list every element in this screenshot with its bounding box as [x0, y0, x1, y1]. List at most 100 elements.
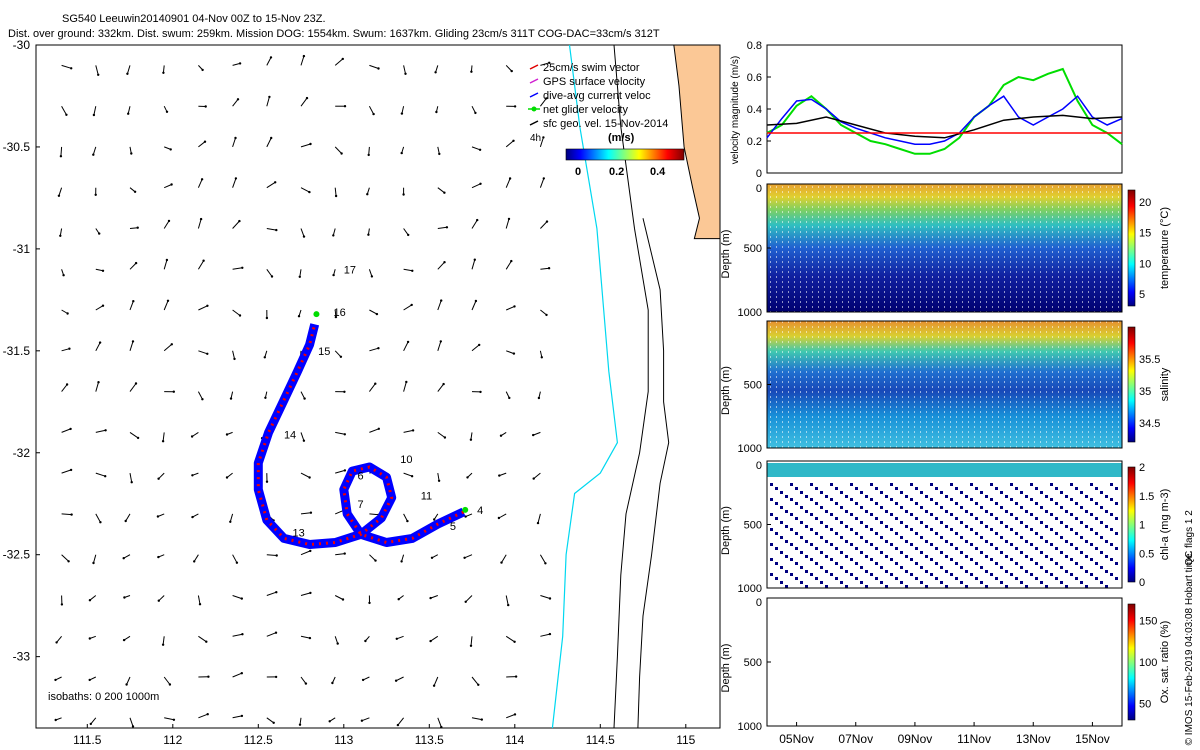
chl-sample-mark	[1070, 528, 1073, 531]
chl-sample-mark	[850, 528, 853, 531]
chl-sample-mark	[1090, 573, 1093, 576]
geo-velocity-arrow	[368, 105, 375, 115]
geo-velocity-arrow	[300, 676, 307, 684]
chl-sample-mark	[800, 491, 803, 494]
chl-sample-mark	[865, 510, 868, 513]
arrow-head	[430, 556, 434, 559]
chl-sample-mark	[1080, 536, 1083, 539]
arrow-head	[166, 299, 170, 302]
arrow-head	[410, 303, 413, 307]
chl-sample-mark	[1080, 506, 1083, 509]
arrow-head	[477, 683, 480, 686]
geo-velocity-arrow	[163, 259, 168, 270]
chl-sample-mark	[900, 506, 903, 509]
arrow-head	[233, 357, 236, 361]
chl-sample-mark	[935, 547, 938, 550]
velocity-y-tick-label: 0.6	[747, 72, 762, 84]
arrow-head	[201, 398, 204, 401]
arrow-head	[204, 105, 207, 108]
chl-sample-mark	[820, 506, 823, 509]
chl-sample-mark	[860, 491, 863, 494]
chl-sample-mark	[930, 558, 933, 561]
legend-label: net glider velocity	[543, 104, 628, 116]
chl-sample-mark	[1030, 543, 1033, 546]
chl-sample-mark	[985, 510, 988, 513]
chl-sample-mark	[1035, 532, 1038, 535]
chl-sample-mark	[965, 495, 968, 498]
geo-velocity-arrow	[403, 268, 413, 272]
arrow-head	[478, 343, 481, 347]
arrow-head	[480, 718, 483, 721]
arrow-head	[406, 340, 410, 344]
arrow-head	[190, 435, 194, 438]
arrow-head	[532, 477, 535, 480]
geo-velocity-arrow	[266, 554, 277, 556]
depth-tick-label: 500	[744, 657, 762, 669]
arrow-head	[512, 139, 515, 142]
geo-velocity-arrow	[368, 269, 373, 277]
arrow-head	[513, 305, 516, 308]
geo-velocity-arrow	[403, 513, 408, 522]
geo-velocity-arrow	[232, 595, 242, 600]
arrow-head	[165, 110, 169, 114]
chl-sample-mark	[1000, 566, 1003, 569]
geo-velocity-arrow	[129, 431, 139, 439]
arrow-head	[122, 638, 126, 642]
geo-velocity-arrow	[470, 432, 473, 440]
arrow-head	[193, 560, 196, 563]
chl-sample-mark	[1020, 521, 1023, 524]
chl-sample-mark	[930, 498, 933, 501]
velocity-y-tick-label: 0	[756, 168, 762, 180]
chl-sample-mark	[980, 491, 983, 494]
geo-velocity-arrow	[163, 676, 171, 685]
geo-velocity-arrow	[471, 300, 477, 311]
chl-sample-mark	[855, 562, 858, 565]
geo-velocity-arrow	[430, 635, 439, 642]
chl-sample-mark	[1100, 551, 1103, 554]
arrow-head	[157, 599, 160, 602]
chl-sample-mark	[995, 502, 998, 505]
chl-sample-mark	[820, 551, 823, 554]
chl-sample-mark	[1115, 577, 1118, 580]
geo-velocity-arrow	[505, 218, 510, 229]
chl-sample-mark	[1055, 547, 1058, 550]
chl-sample-mark	[970, 483, 973, 486]
arrow-head	[438, 152, 441, 156]
day-label: 5	[450, 521, 456, 533]
geo-velocity-arrow	[437, 226, 447, 229]
chl-sample-mark	[830, 483, 833, 486]
geo-velocity-arrow	[471, 183, 481, 189]
chl-sample-mark	[935, 487, 938, 490]
geo-velocity-arrow	[198, 350, 208, 355]
chl-sample-mark	[890, 573, 893, 576]
arrow-head	[130, 152, 133, 155]
arrow-head	[407, 233, 410, 237]
chl-sample-mark	[875, 487, 878, 490]
arrow-head	[443, 436, 447, 439]
arrow-head	[104, 475, 107, 478]
chl-sample-mark	[1075, 547, 1078, 550]
geo-velocity-arrow	[430, 595, 438, 599]
chl-sample-mark	[815, 502, 818, 505]
chl-sample-mark	[920, 491, 923, 494]
arrow-head	[134, 261, 138, 265]
arrow-head	[435, 110, 438, 114]
geo-velocity-arrow	[164, 717, 175, 721]
geo-velocity-arrow	[540, 221, 548, 229]
arrow-head	[309, 142, 312, 146]
geo-velocity-arrow	[437, 300, 442, 311]
chl-sample-mark	[800, 536, 803, 539]
geo-velocity-arrow	[334, 58, 344, 66]
geo-velocity-arrow	[163, 220, 170, 229]
arrow-head	[548, 597, 552, 600]
arrow-head	[406, 519, 409, 523]
chl-sample-mark	[960, 521, 963, 524]
chl-sample-mark	[995, 547, 998, 550]
cast-dots	[767, 321, 1122, 448]
geo-velocity-arrow	[505, 65, 513, 72]
geo-velocity-arrow	[197, 595, 201, 605]
arrow-head	[474, 111, 477, 115]
geo-velocity-arrow	[300, 592, 311, 596]
arrow-head	[341, 57, 344, 61]
arrow-head	[241, 633, 244, 636]
